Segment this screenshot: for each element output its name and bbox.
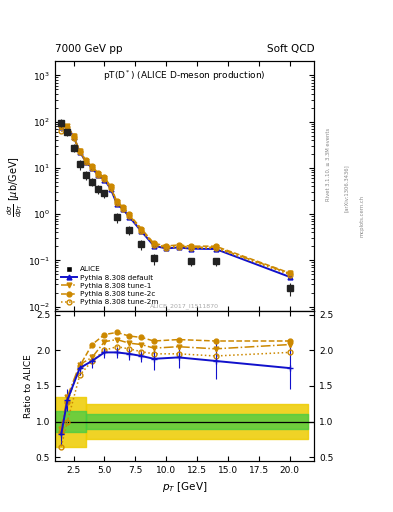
Text: mcplots.cern.ch: mcplots.cern.ch [360, 195, 365, 237]
Text: ALICE_2017_I1511870: ALICE_2017_I1511870 [150, 303, 219, 309]
Legend: ALICE, Pythia 8.308 default, Pythia 8.308 tune-1, Pythia 8.308 tune-2c, Pythia 8: ALICE, Pythia 8.308 default, Pythia 8.30… [59, 264, 160, 307]
Text: [arXiv:1306.3436]: [arXiv:1306.3436] [344, 164, 349, 211]
Text: 7000 GeV pp: 7000 GeV pp [55, 44, 123, 54]
Text: pT(D$^*$) (ALICE D-meson production): pT(D$^*$) (ALICE D-meson production) [103, 69, 266, 83]
X-axis label: $p_T$ [GeV]: $p_T$ [GeV] [162, 480, 208, 494]
Text: Rivet 3.1.10, ≥ 3.3M events: Rivet 3.1.10, ≥ 3.3M events [326, 128, 331, 201]
Text: Soft QCD: Soft QCD [267, 44, 314, 54]
Y-axis label: $\frac{d\sigma}{dp_T}$ [$\mu$b/GeV]: $\frac{d\sigma}{dp_T}$ [$\mu$b/GeV] [6, 156, 25, 217]
Y-axis label: Ratio to ALICE: Ratio to ALICE [24, 354, 33, 418]
